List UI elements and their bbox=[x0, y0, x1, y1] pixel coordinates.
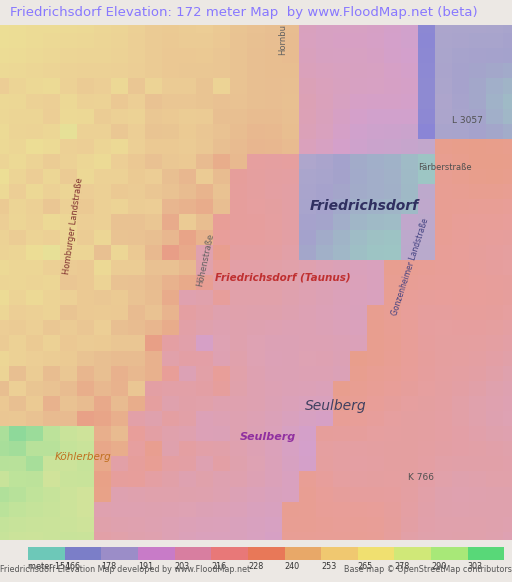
Text: 216: 216 bbox=[211, 562, 226, 571]
Bar bbox=[431, 546, 467, 560]
Bar bbox=[285, 546, 321, 560]
Text: Köhlerberg: Köhlerberg bbox=[55, 452, 112, 462]
Text: Seulberg: Seulberg bbox=[305, 399, 367, 413]
Bar bbox=[28, 546, 65, 560]
Bar bbox=[358, 546, 394, 560]
Bar bbox=[101, 546, 138, 560]
Text: 303: 303 bbox=[467, 562, 483, 571]
Bar bbox=[467, 546, 504, 560]
Text: 191: 191 bbox=[138, 562, 153, 571]
Text: Friedrichsdorf: Friedrichsdorf bbox=[310, 199, 419, 213]
Text: meter 154: meter 154 bbox=[28, 562, 70, 571]
Text: Friedrichsdorf Elevation Map developed by www.FloodMap.net: Friedrichsdorf Elevation Map developed b… bbox=[0, 566, 250, 574]
Bar bbox=[138, 546, 175, 560]
Bar bbox=[321, 546, 358, 560]
Text: Seulberg: Seulberg bbox=[240, 432, 296, 442]
Text: K 766: K 766 bbox=[408, 473, 434, 482]
Text: Base map © OpenStreetMap contributors: Base map © OpenStreetMap contributors bbox=[344, 566, 512, 574]
Bar bbox=[175, 546, 211, 560]
Text: 166: 166 bbox=[65, 562, 80, 571]
Text: 228: 228 bbox=[248, 562, 263, 571]
Text: 240: 240 bbox=[285, 562, 300, 571]
Text: Homburger Landstraße: Homburger Landstraße bbox=[62, 177, 84, 275]
Text: 265: 265 bbox=[358, 562, 373, 571]
Bar bbox=[248, 546, 285, 560]
Bar bbox=[394, 546, 431, 560]
Text: Höhenstraße: Höhenstraße bbox=[195, 232, 215, 287]
Text: 290: 290 bbox=[431, 562, 446, 571]
Text: Friedrichsdorf Elevation: 172 meter Map  by www.FloodMap.net (beta): Friedrichsdorf Elevation: 172 meter Map … bbox=[10, 6, 478, 19]
Bar bbox=[65, 546, 101, 560]
Text: Gonzenheimer Landstraße: Gonzenheimer Landstraße bbox=[390, 218, 430, 317]
Text: 178: 178 bbox=[101, 562, 117, 571]
Text: Friedrichsdorf (Taunus): Friedrichsdorf (Taunus) bbox=[215, 272, 351, 282]
Text: 253: 253 bbox=[321, 562, 336, 571]
Text: 203: 203 bbox=[175, 562, 190, 571]
Text: Hornbu: Hornbu bbox=[278, 24, 287, 55]
Bar bbox=[211, 546, 248, 560]
Text: L 3057: L 3057 bbox=[452, 116, 483, 125]
Text: 278: 278 bbox=[394, 562, 410, 571]
Text: Färberstraße: Färberstraße bbox=[418, 163, 472, 172]
